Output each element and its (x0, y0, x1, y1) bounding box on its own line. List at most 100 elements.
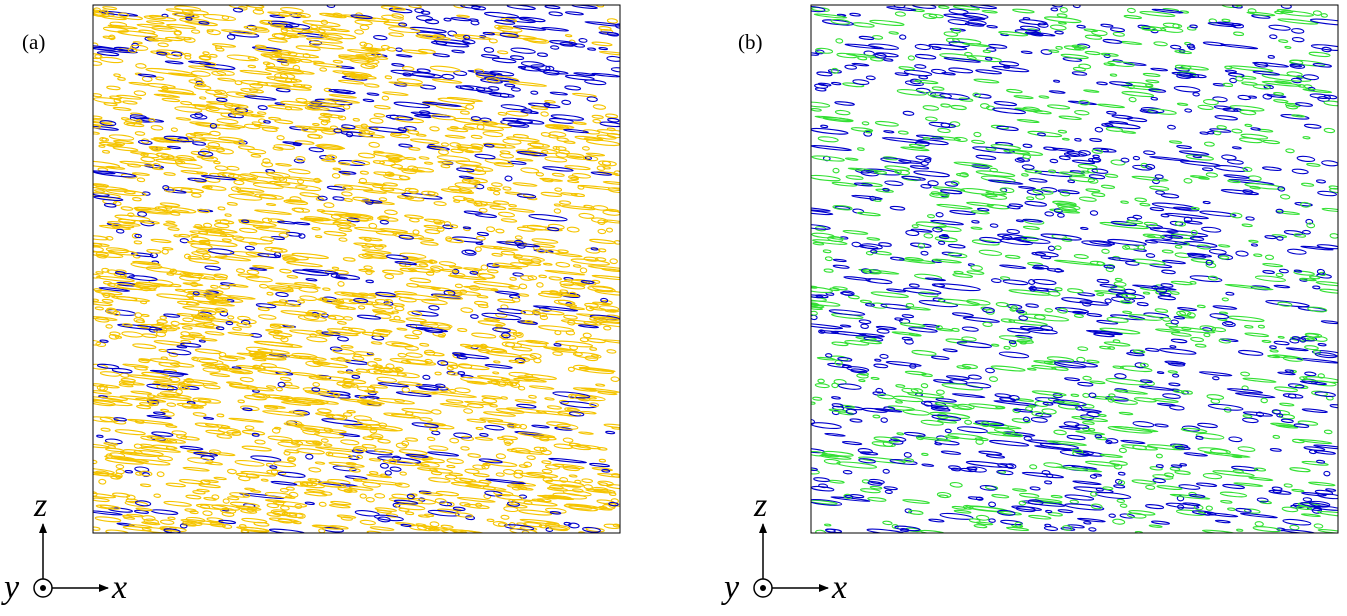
contour-streak (249, 333, 263, 338)
contour-streak (213, 476, 227, 481)
contour-streak (914, 64, 927, 69)
contour-streak (1254, 62, 1269, 68)
contour-streak (1156, 371, 1165, 375)
contour-streak (994, 393, 1012, 398)
y-out-dot (760, 585, 766, 591)
contour-streak (1237, 94, 1252, 101)
contour-streak (1174, 50, 1193, 55)
contour-streak (336, 65, 355, 70)
contour-streak (401, 66, 415, 71)
contour-streak (1000, 519, 1023, 526)
contour-streak (501, 332, 511, 339)
contour-streak (1122, 245, 1131, 250)
contour-streak (164, 60, 184, 65)
contour-streak (178, 233, 191, 238)
contour-streak (1183, 216, 1193, 223)
contour-streak (578, 212, 595, 219)
contour-streak (1108, 120, 1129, 125)
contour-streak (373, 514, 404, 522)
contour-streak (373, 366, 403, 373)
contour-streak (461, 178, 479, 185)
contour-streak (888, 31, 899, 35)
contour-streak (469, 270, 479, 275)
contour-streak (979, 103, 990, 109)
contour-streak (423, 218, 446, 223)
contour-streak (145, 20, 165, 25)
contour-streak (1214, 115, 1238, 121)
contour-streak (391, 310, 399, 314)
contour-streak (407, 165, 419, 171)
contour-streak (874, 358, 882, 362)
contour-streak (1216, 21, 1242, 27)
contour-streak (105, 308, 118, 315)
contour-streak (889, 256, 905, 261)
contour-streak (327, 315, 337, 320)
contour-streak (1173, 85, 1201, 93)
contour-streak (1222, 82, 1234, 88)
contour-streak (336, 514, 357, 519)
contour-streak (277, 381, 286, 388)
contour-streak (1178, 484, 1201, 490)
contour-streak (1308, 275, 1321, 280)
contour-streak (252, 8, 265, 15)
contour-streak (592, 104, 607, 110)
contour-streak (845, 175, 864, 180)
contour-streak (1303, 123, 1322, 129)
contour-streak (331, 266, 340, 270)
contour-streak (388, 26, 421, 34)
contour-streak (495, 453, 507, 460)
contour-streak (1201, 529, 1238, 533)
contour-streak (194, 82, 207, 88)
contour-streak (108, 334, 119, 340)
contour-streak (120, 378, 136, 383)
contour-streak (505, 342, 522, 348)
contour-streak (248, 88, 259, 92)
contour-streak (395, 54, 413, 58)
contour-streak (332, 167, 342, 171)
contour-streak (823, 268, 834, 273)
contour-streak (345, 131, 354, 138)
contour-streak (1165, 502, 1200, 509)
contour-streak (494, 19, 516, 25)
contour-streak (449, 529, 486, 533)
contour-streak (1109, 73, 1118, 77)
contour-streak (452, 195, 468, 202)
contour-streak (1043, 526, 1059, 531)
contour-streak (1155, 328, 1181, 333)
contour-streak (1112, 365, 1124, 369)
contour-streak (404, 156, 417, 161)
contour-streak (1074, 110, 1090, 116)
contour-streak (155, 331, 167, 338)
contour-streak (226, 429, 242, 436)
contour-streak (502, 186, 512, 191)
contour-streak (360, 47, 386, 52)
contour-streak (437, 97, 476, 105)
contour-streak (250, 455, 282, 462)
contour-streak (1132, 155, 1141, 161)
contour-streak (850, 127, 874, 133)
contour-streak (1186, 43, 1195, 49)
contour-streak (394, 305, 405, 312)
contour-streak (930, 219, 964, 226)
contour-streak (363, 83, 380, 88)
contour-streak (901, 175, 926, 181)
contour-streak (265, 385, 277, 389)
contour-streak (125, 498, 139, 504)
contour-streak (163, 172, 176, 176)
contour-streak (1299, 376, 1308, 381)
contour-streak (167, 72, 198, 78)
contour-streak (236, 323, 252, 328)
contour-streak (541, 468, 553, 474)
contour-streak (134, 500, 152, 507)
contour-streak (457, 327, 468, 333)
contour-streak (226, 202, 238, 206)
contour-streak (945, 37, 960, 44)
contour-streak (440, 142, 450, 147)
contour-streak (286, 420, 303, 426)
contour-streak (1140, 162, 1149, 169)
contour-streak (279, 488, 289, 493)
contour-streak (338, 55, 375, 62)
contour-streak (400, 360, 412, 365)
contour-streak (179, 275, 201, 282)
contour-streak (1291, 488, 1305, 493)
